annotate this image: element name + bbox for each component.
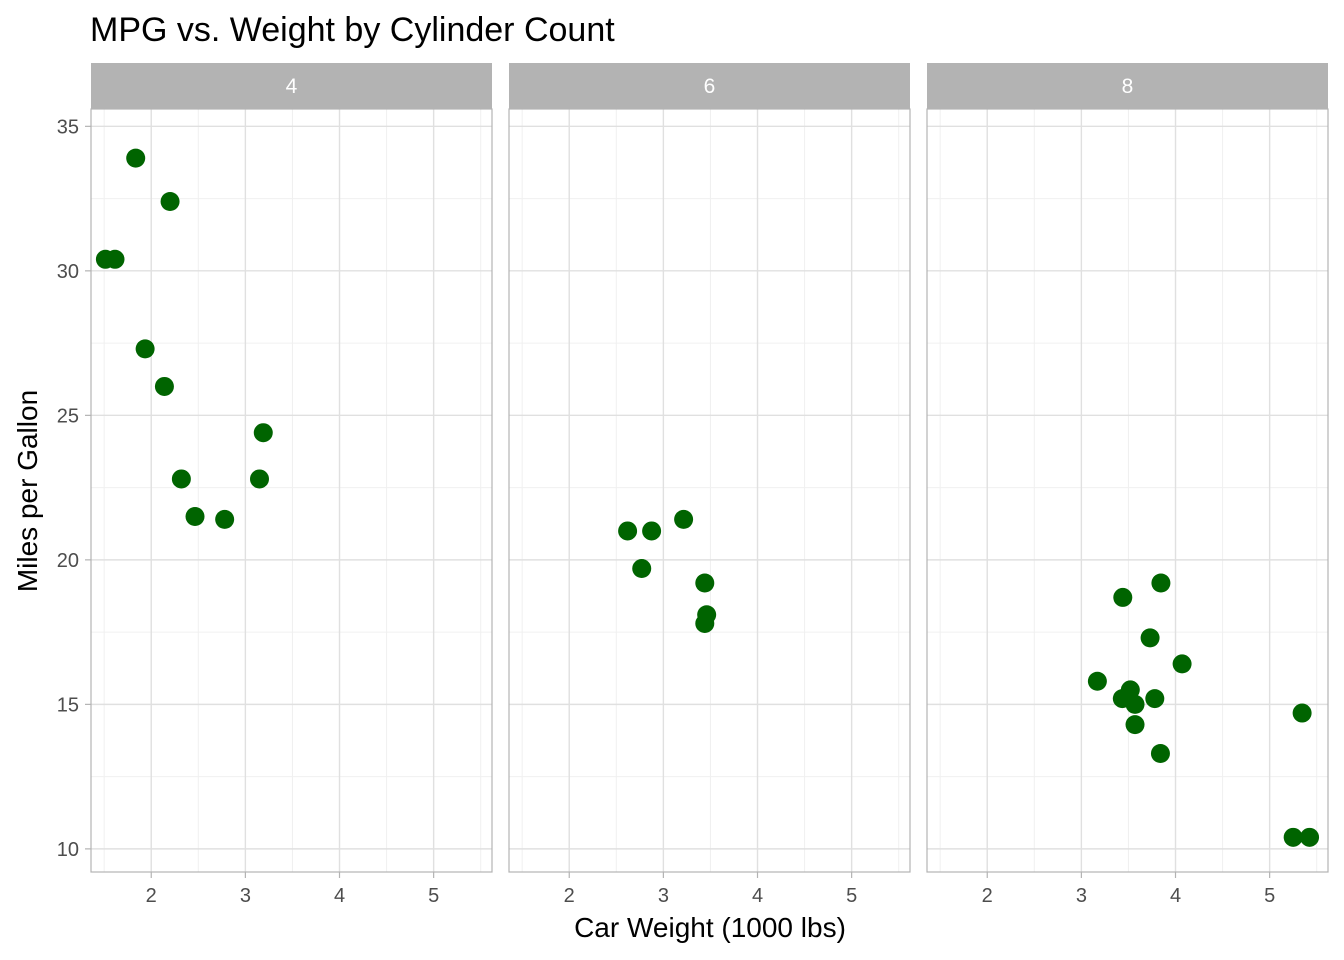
x-tick-label: 2	[146, 885, 157, 907]
y-axis-title: Miles per Gallon	[12, 390, 43, 592]
y-tick-label: 10	[57, 839, 79, 861]
facet-panels: 4 2 3 4 5 10 15 20 25 30 35 6 2 3 4 5 8 2 3 4 5	[57, 63, 1329, 907]
facet-strip	[509, 63, 910, 109]
x-tick-label: 4	[1170, 885, 1181, 907]
x-tick-label: 3	[658, 885, 669, 907]
facet-strip-label: 6	[704, 75, 716, 98]
data-point	[249, 469, 269, 489]
x-tick-label: 5	[428, 885, 439, 907]
y-tick-label: 30	[57, 261, 79, 283]
data-point	[185, 507, 205, 527]
facet-panel-8: 8 2 3 4 5	[926, 63, 1329, 907]
data-point	[1113, 587, 1133, 607]
data-point	[1087, 671, 1107, 691]
x-tick-label: 4	[334, 885, 345, 907]
facet-strip-label: 4	[286, 75, 298, 98]
facet-strip-label: 8	[1122, 75, 1134, 98]
panel-border	[508, 108, 911, 873]
facet-panel-6: 6 2 3 4 5	[508, 63, 911, 907]
data-point	[1292, 703, 1312, 723]
y-tick-label: 15	[57, 694, 79, 716]
x-tick-label: 5	[1264, 885, 1275, 907]
panel-border	[926, 108, 1329, 873]
data-point	[154, 376, 174, 396]
x-tick-label: 2	[982, 885, 993, 907]
data-point	[1145, 689, 1165, 709]
data-point	[695, 573, 715, 593]
data-point	[1300, 827, 1320, 847]
y-tick-label: 25	[57, 405, 79, 427]
x-axis-title: Car Weight (1000 lbs)	[574, 912, 846, 943]
y-tick-label: 35	[57, 116, 79, 138]
y-tick-label: 20	[57, 550, 79, 572]
x-tick-label: 5	[846, 885, 857, 907]
facet-panel-4: 4 2 3 4 5 10 15 20 25 30 35	[57, 63, 493, 907]
data-point	[126, 148, 146, 168]
data-point	[674, 509, 694, 529]
data-point	[95, 249, 115, 269]
data-point	[1140, 628, 1160, 648]
data-point	[160, 191, 180, 211]
data-point	[618, 521, 638, 541]
data-point	[1283, 827, 1303, 847]
data-point	[1125, 694, 1145, 714]
facet-strip	[91, 63, 492, 109]
x-tick-label: 2	[564, 885, 575, 907]
data-point	[1172, 654, 1192, 674]
data-point	[1125, 715, 1145, 735]
chart-title: MPG vs. Weight by Cylinder Count	[90, 11, 615, 49]
data-point	[135, 339, 155, 359]
data-point	[1150, 744, 1170, 764]
data-point	[215, 509, 235, 529]
data-point	[632, 559, 652, 579]
data-point	[1151, 573, 1171, 593]
panel-border	[90, 108, 493, 873]
data-point	[171, 469, 191, 489]
data-point	[253, 423, 273, 443]
x-tick-label: 4	[752, 885, 763, 907]
facet-strip	[927, 63, 1328, 109]
data-point	[695, 613, 715, 633]
x-tick-label: 3	[240, 885, 251, 907]
data-point	[642, 521, 662, 541]
x-tick-label: 3	[1076, 885, 1087, 907]
